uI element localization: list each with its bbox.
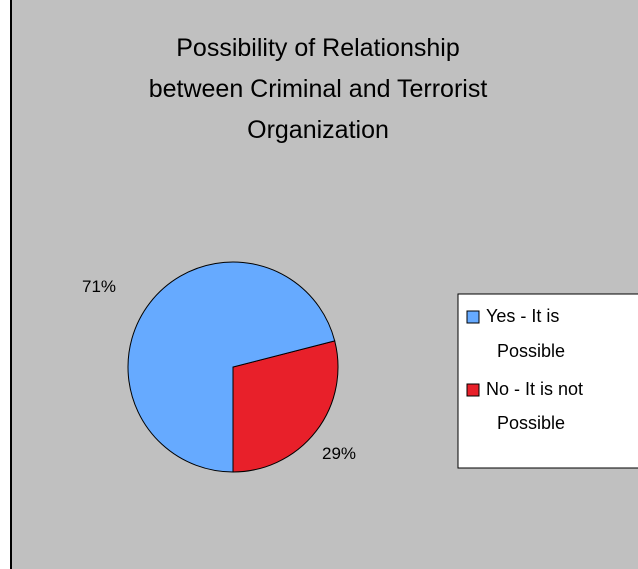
chart-title: Possibility of Relationship between Crim… bbox=[149, 34, 488, 144]
chart-frame bbox=[10, 0, 638, 569]
legend: Yes - It is Possible No - It is not Poss… bbox=[457, 293, 638, 469]
legend-label-yes-line-2: Possible bbox=[497, 341, 565, 361]
chart-title-line-2: between Criminal and Terrorist bbox=[149, 75, 488, 103]
data-label-no: 29% bbox=[322, 444, 356, 463]
data-label-yes: 71% bbox=[82, 277, 116, 296]
legend-label-no-line-2: Possible bbox=[497, 413, 565, 433]
legend-label-yes-line-1: Yes - It is bbox=[486, 306, 559, 326]
legend-swatch-yes bbox=[466, 310, 480, 324]
chart-title-line-1: Possibility of Relationship bbox=[176, 34, 459, 62]
legend-box bbox=[457, 293, 638, 469]
chart-title-line-3: Organization bbox=[247, 116, 389, 144]
pie-slices bbox=[127, 261, 339, 473]
pie-slice-no bbox=[232, 340, 339, 473]
legend-label-no-line-1: No - It is not bbox=[486, 379, 583, 399]
pie-slice-yes bbox=[127, 261, 336, 473]
legend-swatch-no bbox=[466, 383, 480, 397]
